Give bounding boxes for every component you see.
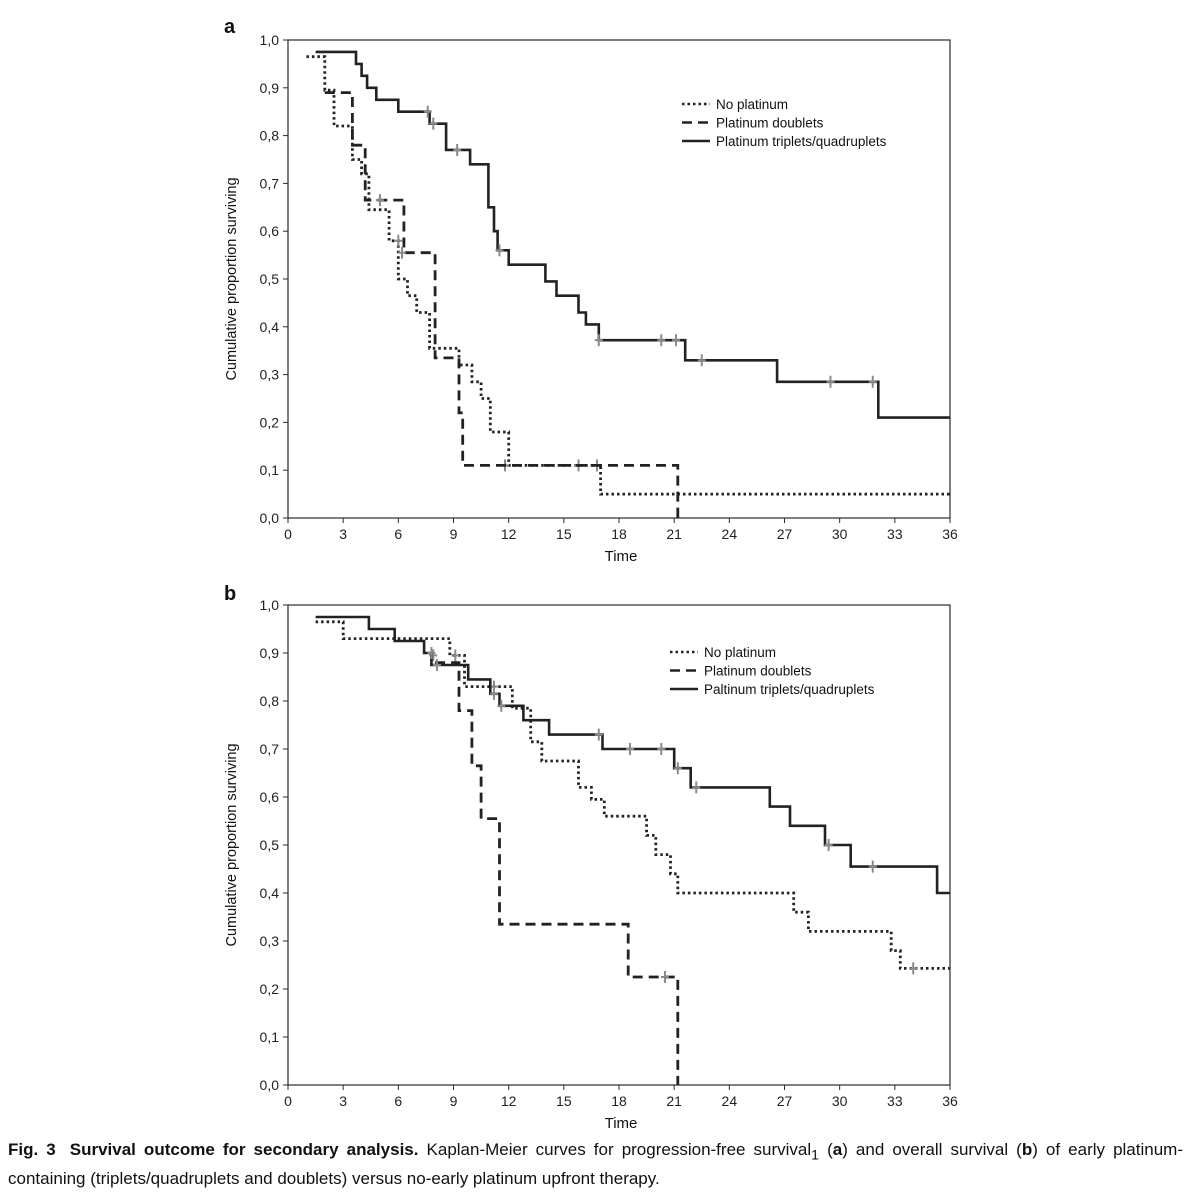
y-axis-title: Cumulative proportion surviving — [224, 177, 240, 380]
caption-text: ( — [819, 1140, 833, 1159]
legend-label: Platinum doublets — [704, 664, 812, 679]
y-tick-label: 0,9 — [260, 80, 280, 96]
caption-text: ) of early platinum-containing (triplets… — [8, 1140, 1183, 1189]
x-tick-label: 9 — [450, 1093, 458, 1109]
caption-text: ) and overall survival ( — [842, 1140, 1022, 1159]
figure-label: Fig. 3 — [8, 1140, 56, 1159]
panel-label: b — [224, 583, 236, 605]
x-axis-title: Time — [605, 548, 638, 565]
series-line-dotted — [315, 620, 950, 970]
y-tick-label: 0,8 — [260, 128, 280, 144]
x-tick-label: 18 — [611, 1093, 627, 1109]
x-tick-label: 24 — [722, 526, 738, 542]
x-tick-label: 9 — [450, 526, 458, 542]
y-tick-label: 0,0 — [260, 510, 280, 526]
series-line-dashed — [435, 661, 680, 1085]
x-tick-label: 33 — [887, 1093, 903, 1109]
chart-panel-a: a0,00,10,20,30,40,50,60,70,80,91,00 3 6 9 12… — [224, 16, 958, 565]
x-tick-label: 15 — [556, 526, 572, 542]
y-axis-title: Cumulative proportion surviving — [224, 743, 240, 946]
series-line-dotted — [306, 55, 950, 496]
x-tick-label: 3 — [339, 1093, 347, 1109]
x-tick-label: 24 — [722, 1093, 738, 1109]
legend-label: No platinum — [704, 645, 776, 660]
y-tick-label: 0,3 — [260, 367, 280, 383]
y-tick-label: 0,6 — [260, 789, 280, 805]
plot-frame — [287, 39, 951, 519]
x-tick-label: 18 — [611, 526, 627, 542]
series-line-solid — [315, 50, 950, 419]
x-tick-label: 21 — [666, 526, 682, 542]
y-tick-label: 0,5 — [260, 271, 280, 287]
x-tick-label: 6 — [394, 526, 402, 542]
caption-panel-ref-a: a — [832, 1140, 843, 1159]
x-tick-label: 12 — [501, 1093, 517, 1109]
y-tick-label: 0,1 — [260, 462, 280, 478]
y-tick-label: 0,9 — [260, 645, 280, 661]
figure-title: Survival outcome for secondary analysis. — [69, 1140, 419, 1159]
x-tick-label: 21 — [666, 1093, 682, 1109]
x-tick-label: 30 — [832, 526, 848, 542]
x-tick-label: 0 — [284, 1093, 292, 1109]
x-tick-label: 33 — [887, 526, 903, 542]
y-tick-label: 0,7 — [260, 741, 280, 757]
x-tick-label: 27 — [777, 526, 793, 542]
x-tick-label: 12 — [501, 526, 517, 542]
y-tick-label: 0,4 — [260, 319, 280, 335]
y-tick-label: 0,2 — [260, 414, 280, 430]
y-tick-label: 0,3 — [260, 933, 280, 949]
x-tick-label: 15 — [556, 1093, 572, 1109]
caption-subscript: 1 — [811, 1147, 820, 1164]
y-tick-label: 1,0 — [260, 32, 280, 48]
x-axis-title: Time — [605, 1115, 638, 1132]
x-tick-label: 3 — [339, 526, 347, 542]
series-line-solid — [315, 615, 950, 895]
caption-text: Kaplan-Meier curves for progression-free… — [418, 1140, 812, 1159]
legend-label: Platinum triplets/quadruplets — [716, 134, 887, 149]
y-tick-label: 0,8 — [260, 693, 280, 709]
x-tick-label: 27 — [777, 1093, 793, 1109]
y-tick-label: 0,0 — [260, 1077, 280, 1093]
legend-label: Paltinum triplets/quadruplets — [704, 682, 875, 697]
caption-panel-ref-b: b — [1021, 1140, 1033, 1159]
figure-caption: Fig. 3 Survival outcome for secondary ana… — [8, 1138, 1183, 1190]
x-tick-label: 0 — [284, 526, 292, 542]
chart-panel-b: b0,00,10,20,30,40,50,60,70,80,91,00 3 6 9 12… — [224, 583, 958, 1132]
legend-label: Platinum doublets — [716, 116, 824, 131]
y-tick-label: 0,4 — [260, 885, 280, 901]
x-tick-label: 36 — [942, 1093, 958, 1109]
y-tick-label: 0,2 — [260, 981, 280, 997]
x-tick-label: 30 — [832, 1093, 848, 1109]
legend-label: No platinum — [716, 97, 788, 112]
y-tick-label: 0,7 — [260, 175, 280, 191]
y-tick-label: 0,1 — [260, 1029, 280, 1045]
y-tick-label: 0,6 — [260, 223, 280, 239]
x-tick-label: 36 — [942, 526, 958, 542]
y-tick-label: 0,5 — [260, 837, 280, 853]
x-tick-label: 6 — [394, 1093, 402, 1109]
panel-label: a — [224, 16, 236, 38]
y-tick-label: 1,0 — [260, 597, 280, 613]
series-line-dashed — [324, 91, 680, 518]
